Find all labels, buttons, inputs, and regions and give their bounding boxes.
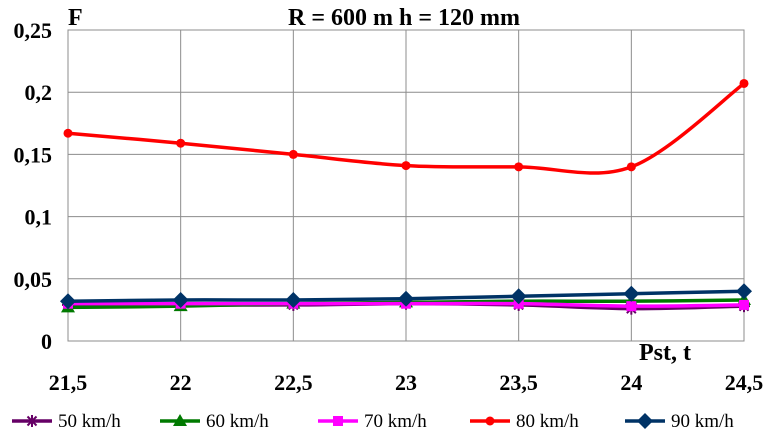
data-point (739, 299, 749, 310)
data-point (398, 290, 414, 307)
series-90-km-h (60, 283, 752, 310)
x-tick-label: 23,5 (499, 370, 538, 395)
data-point (739, 78, 749, 88)
legend-marker (333, 416, 343, 426)
legend-label: 50 km/h (58, 411, 121, 432)
y-tick-label: 0,2 (25, 80, 53, 105)
y-tick-label: 0,1 (25, 205, 53, 230)
legend-marker (637, 413, 653, 429)
legend-marker (173, 414, 187, 426)
series-layer (60, 78, 752, 315)
tick-labels: 0 0,05 0,1 0,15 0,2 0,25 21,5 22 22,5 23 23,5 24 24,… (14, 18, 764, 395)
x-tick-label: 24,5 (725, 370, 764, 395)
data-point (510, 288, 527, 305)
data-point (285, 291, 302, 308)
data-point (60, 293, 76, 310)
data-point (176, 138, 186, 148)
x-axis-label: Pst, t (639, 340, 691, 366)
chart-title: R = 600 m h = 120 mm (288, 5, 520, 31)
data-point (623, 285, 640, 302)
data-point (172, 291, 189, 308)
legend-label: 70 km/h (364, 411, 427, 432)
series-80-km-h (63, 78, 749, 175)
legend-item: 60 km/h (160, 411, 269, 432)
y-tick-label: 0,15 (14, 142, 53, 167)
x-tick-label: 24 (620, 370, 642, 395)
legend-label: 60 km/h (206, 411, 269, 432)
y-tick-label: 0,25 (14, 18, 53, 43)
y-axis-label: F (68, 5, 83, 31)
plot-area (67, 29, 745, 342)
x-tick-label: 23 (395, 370, 417, 395)
data-point (736, 283, 752, 300)
x-tick-label: 21,5 (49, 370, 88, 395)
y-tick-label: 0,05 (14, 267, 53, 292)
data-point (514, 162, 524, 172)
legend-item: 70 km/h (318, 411, 427, 432)
legend: 50 km/h 60 km/h 70 km/h 80 km/h 90 km/h (12, 411, 734, 432)
axes (67, 29, 745, 342)
legend-marker (26, 415, 38, 427)
data-point (626, 162, 636, 172)
legend-item: 80 km/h (470, 411, 579, 432)
data-point (63, 128, 73, 138)
legend-label: 80 km/h (516, 411, 579, 432)
legend-label: 90 km/h (671, 411, 734, 432)
y-tick-label: 0 (41, 329, 52, 354)
data-point (626, 301, 637, 312)
legend-marker (485, 416, 495, 426)
legend-item: 50 km/h (12, 411, 121, 432)
x-tick-label: 22,5 (274, 370, 313, 395)
data-point (401, 161, 411, 171)
x-tick-label: 22 (170, 370, 192, 395)
data-point (288, 149, 298, 159)
legend-item: 90 km/h (625, 411, 734, 432)
